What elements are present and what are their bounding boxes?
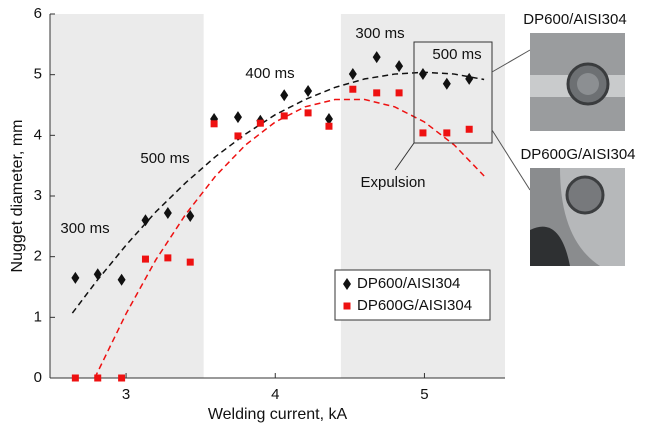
data-point <box>94 374 102 382</box>
data-point <box>465 72 474 85</box>
data-point <box>164 254 172 262</box>
data-point <box>71 374 79 382</box>
y-tick-label: 1 <box>34 308 42 325</box>
data-point <box>349 85 357 93</box>
legend-marker <box>343 278 351 290</box>
data-point <box>141 214 150 227</box>
expulsion-box <box>413 41 493 144</box>
data-point <box>93 268 102 281</box>
data-point <box>395 89 403 97</box>
data-point <box>71 271 80 284</box>
connector <box>491 129 531 191</box>
data-point <box>234 132 242 140</box>
y-tick-label: 2 <box>34 248 42 265</box>
data-point <box>395 60 404 73</box>
x-tick-label: 5 <box>420 386 428 403</box>
x-axis-label: Welding current, kA <box>208 406 348 423</box>
data-point <box>141 255 149 263</box>
data-point <box>419 129 427 137</box>
fit-curve <box>94 98 485 379</box>
y-tick-label: 5 <box>34 66 42 83</box>
data-point <box>280 89 289 102</box>
data-point <box>186 258 194 266</box>
data-point <box>163 206 172 219</box>
inset-photo <box>530 168 625 266</box>
annotation: 400 ms <box>245 65 294 82</box>
data-point <box>373 89 381 97</box>
inset-photo <box>530 33 625 131</box>
data-point <box>465 125 473 133</box>
data-point <box>233 111 242 124</box>
inset-label: DP600/AISI304 <box>523 11 626 28</box>
data-point <box>117 273 126 286</box>
data-point <box>442 77 451 90</box>
annotation: 300 ms <box>60 220 109 237</box>
data-point <box>280 112 288 120</box>
annotation: 500 ms <box>432 46 481 63</box>
data-point <box>325 122 333 130</box>
data-point <box>443 129 451 137</box>
annotation-line <box>394 142 415 171</box>
legend-box <box>334 269 491 321</box>
x-tick-label: 4 <box>271 386 279 403</box>
data-point <box>348 68 357 81</box>
shaded-band <box>50 14 204 378</box>
legend-label: DP600/AISI304 <box>357 275 460 292</box>
data-point <box>186 210 195 223</box>
annotation: 500 ms <box>140 150 189 167</box>
y-tick-label: 6 <box>34 5 42 22</box>
annotation: Expulsion <box>360 174 425 191</box>
y-tick-label: 4 <box>34 126 42 143</box>
data-point <box>210 120 218 128</box>
y-tick-label: 0 <box>34 369 42 386</box>
x-tick-label: 3 <box>122 386 130 403</box>
annotation: 300 ms <box>355 25 404 42</box>
data-point <box>304 109 312 117</box>
inset-label: DP600G/AISI304 <box>520 146 635 163</box>
legend-marker <box>343 302 351 310</box>
data-point <box>256 119 264 127</box>
connector <box>491 49 531 73</box>
y-tick-label: 3 <box>34 187 42 204</box>
data-point <box>324 112 333 125</box>
data-point <box>372 51 381 64</box>
data-point <box>418 68 427 81</box>
plot-area: 0 1 2 3 4 5 6 3 4 5 Welding current, kA Nugget diam… <box>9 5 505 423</box>
legend-label: DP600G/AISI304 <box>357 297 472 314</box>
data-point <box>304 85 313 98</box>
data-point <box>118 374 126 382</box>
y-axis-label: Nugget diameter, mm <box>9 120 26 273</box>
